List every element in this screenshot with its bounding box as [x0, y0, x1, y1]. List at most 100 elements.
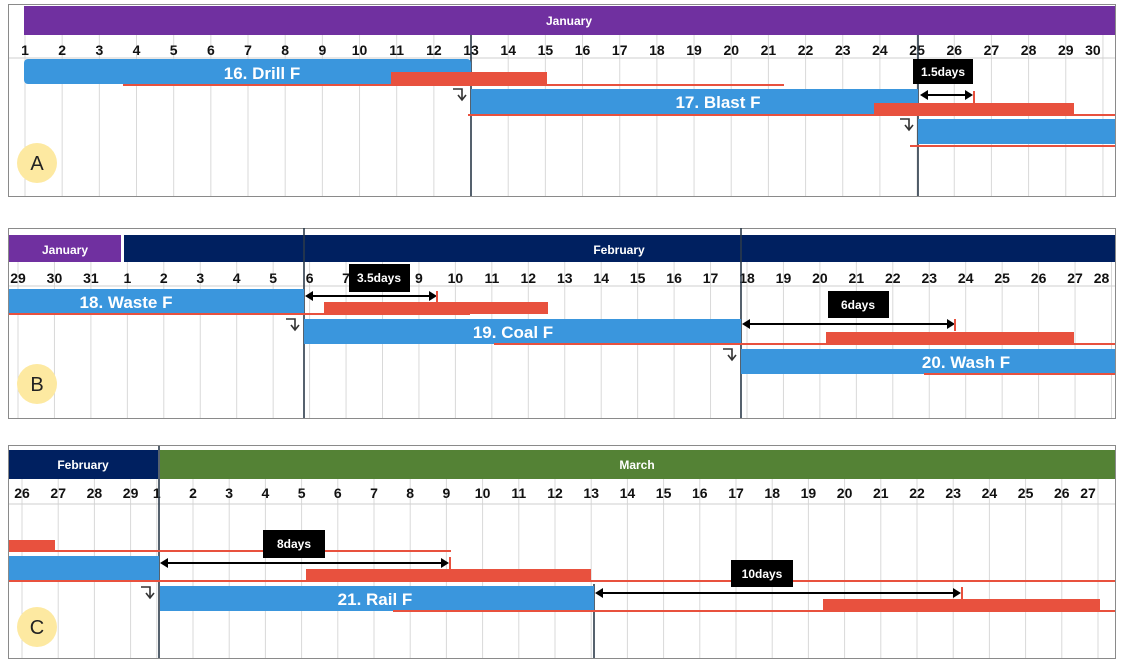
day-label: 7 [342, 270, 350, 286]
day-label: 5 [170, 42, 178, 58]
task-label-waste: 18. Waste F [80, 293, 173, 312]
gap-box-1-5days [913, 59, 973, 84]
month-band-january [24, 6, 1115, 35]
day-label: 30 [47, 270, 63, 286]
day-label: 5 [298, 485, 306, 501]
day-label: 13 [583, 485, 599, 501]
task-label-coal: 19. Coal F [473, 323, 553, 342]
panel-b-day-labels: 2930311234567891011121314151617181920212… [10, 270, 1109, 286]
day-label: 12 [547, 485, 563, 501]
dependency-arrow-icon [141, 586, 155, 600]
day-label: 4 [262, 485, 270, 501]
day-label: 14 [500, 42, 516, 58]
day-label: 23 [921, 270, 937, 286]
day-label: 1 [153, 485, 161, 501]
day-label: 14 [620, 485, 636, 501]
month-label-february: February [593, 243, 645, 257]
double-arrow-icon [595, 588, 961, 598]
task-label-drill: 16. Drill F [224, 64, 301, 83]
day-label: 22 [885, 270, 901, 286]
day-label: 2 [189, 485, 197, 501]
day-label: 28 [87, 485, 103, 501]
delay-bar-rail [823, 599, 1100, 611]
panel-label-b: B [30, 374, 43, 396]
panel-c: February March 26 27 28 29 1 2 3 4 5 6 7 8 9 10 11 12 13… [8, 445, 1116, 659]
day-label: 28 [1094, 270, 1110, 286]
day-label: 30 [1085, 42, 1101, 58]
day-label: 1 [123, 270, 131, 286]
panel-badge-b [17, 364, 57, 404]
day-label: 20 [723, 42, 739, 58]
day-label: 4 [133, 42, 141, 58]
delay-bar-blast [874, 103, 1074, 115]
day-label: 10 [475, 485, 491, 501]
day-label: 24 [958, 270, 974, 286]
day-label: 27 [1080, 485, 1096, 501]
dependency-arrow-icon [723, 348, 737, 362]
panel-b: January February 29303112345678910111213… [8, 228, 1116, 419]
day-label: 3 [196, 270, 204, 286]
day-label: 23 [835, 42, 851, 58]
day-label: 8 [406, 485, 414, 501]
day-label: 29 [10, 270, 26, 286]
day-label: 3 [95, 42, 103, 58]
day-label: 11 [389, 42, 404, 58]
day-label: 11 [511, 485, 526, 501]
double-arrow-icon [160, 558, 449, 568]
gap-label-6days: 6days [841, 298, 875, 312]
gap-label-3-5days: 3.5days [357, 271, 401, 285]
month-band-february [124, 235, 1115, 262]
day-label: 27 [50, 485, 66, 501]
month-label-february: February [57, 458, 109, 472]
day-label: 12 [521, 270, 537, 286]
day-label: 2 [58, 42, 66, 58]
day-label: 21 [873, 485, 889, 501]
day-label: 18 [739, 270, 755, 286]
day-label: 15 [630, 270, 646, 286]
day-label: 9 [318, 42, 326, 58]
panel-b-border [8, 228, 1116, 419]
day-label: 10 [448, 270, 464, 286]
gap-label-1-5days: 1.5days [921, 65, 965, 79]
delay-bar-coal [826, 332, 1074, 344]
day-label: 15 [538, 42, 554, 58]
day-label: 21 [849, 270, 865, 286]
delay-bar-prev [9, 540, 55, 551]
day-label: 9 [443, 485, 451, 501]
dependency-arrow-icon [286, 318, 300, 332]
panel-c-grid [21, 479, 1099, 658]
task-bar-next [918, 119, 1115, 144]
day-label: 25 [909, 42, 925, 58]
task-bar-wash-end [9, 556, 159, 581]
day-label: 2 [160, 270, 168, 286]
day-label: 10 [352, 42, 368, 58]
gap-box-10days [731, 560, 793, 587]
day-label: 20 [837, 485, 853, 501]
day-label: 17 [612, 42, 628, 58]
task-bar-waste [9, 289, 304, 314]
task-bar-drill [24, 59, 471, 84]
panel-c-day-labels: 26 27 28 29 1 2 3 4 5 6 7 8 9 10 11 12 13 14 15 16 17 18 19 20 2… [14, 485, 1096, 501]
day-label: 19 [801, 485, 817, 501]
day-label: 25 [994, 270, 1010, 286]
panel-c-border [8, 445, 1116, 659]
panel-badge-c [17, 607, 57, 647]
day-label: 24 [982, 485, 998, 501]
day-label: 7 [244, 42, 252, 58]
day-label: 5 [269, 270, 277, 286]
double-arrow-icon [305, 291, 437, 301]
day-label: 20 [812, 270, 828, 286]
day-label: 26 [946, 42, 962, 58]
month-label-january: January [546, 14, 592, 28]
dependency-arrow-icon [900, 118, 914, 132]
gap-label-10days: 10days [742, 567, 783, 581]
task-label-blast: 17. Blast F [675, 93, 760, 112]
task-bar-wash [741, 349, 1115, 374]
day-label: 25 [1018, 485, 1034, 501]
panel-a: January 1 2 3 4 5 6 7 8 9 10 11 12 13 14 15 16 17 18 19 20 2… [8, 4, 1116, 197]
day-label: 18 [649, 42, 665, 58]
delay-bar-drill [391, 72, 547, 84]
day-label: 27 [984, 42, 1000, 58]
day-label: 12 [426, 42, 442, 58]
